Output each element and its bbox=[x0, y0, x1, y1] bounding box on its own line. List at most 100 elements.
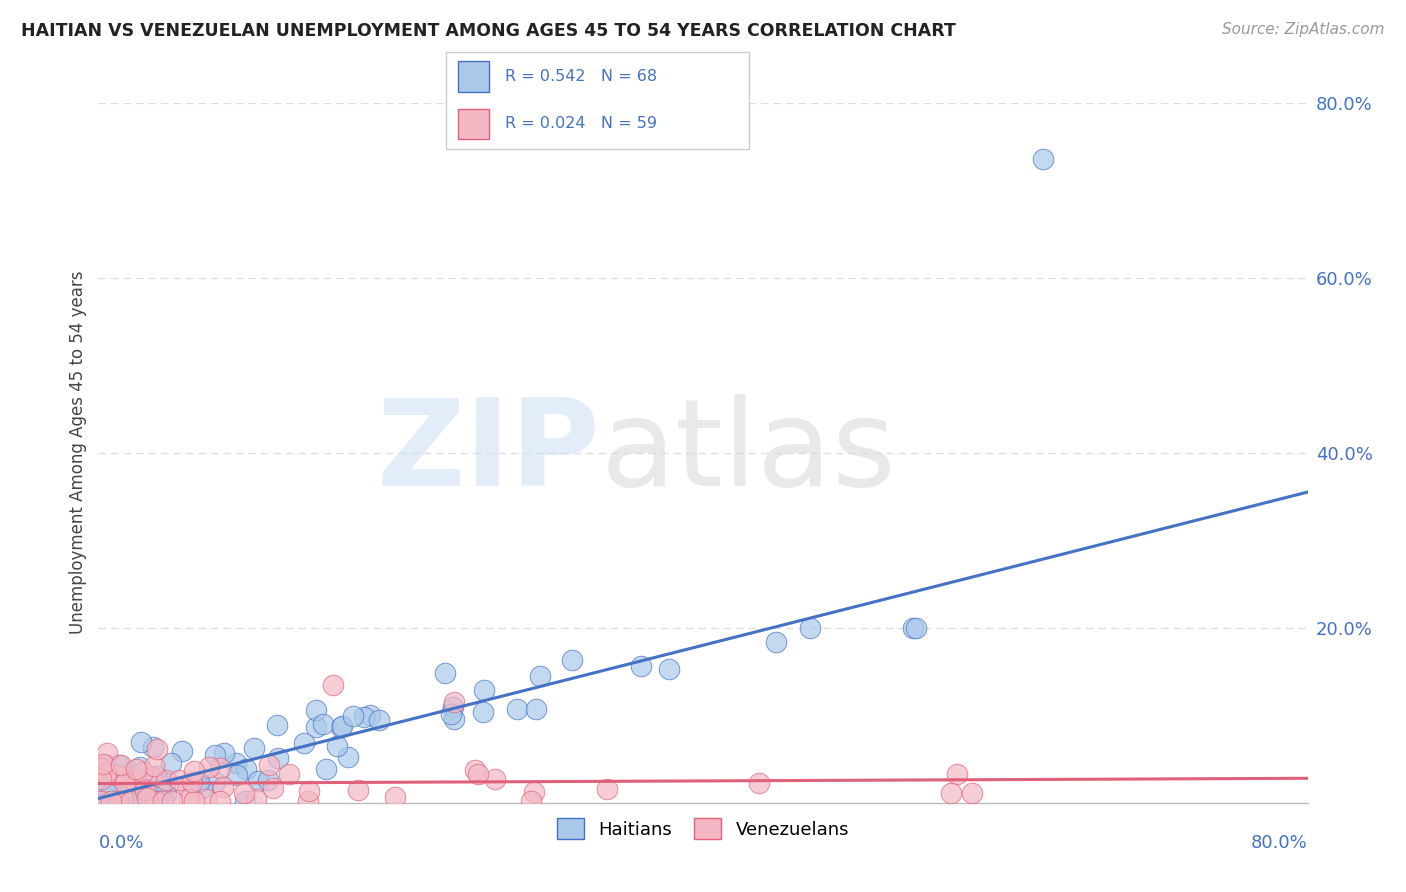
Point bbox=[208, 794, 231, 808]
Point bbox=[520, 794, 543, 808]
Point bbox=[305, 720, 328, 734]
Point bbox=[90, 794, 112, 808]
Point bbox=[312, 717, 335, 731]
Point bbox=[124, 774, 146, 789]
Point bbox=[167, 773, 190, 788]
FancyBboxPatch shape bbox=[446, 52, 749, 149]
Point bbox=[159, 756, 181, 770]
Point bbox=[146, 742, 169, 756]
Text: R = 0.024   N = 59: R = 0.024 N = 59 bbox=[505, 117, 657, 131]
Point bbox=[464, 763, 486, 777]
Point bbox=[506, 702, 529, 716]
Text: HAITIAN VS VENEZUELAN UNEMPLOYMENT AMONG AGES 45 TO 54 YEARS CORRELATION CHART: HAITIAN VS VENEZUELAN UNEMPLOYMENT AMONG… bbox=[21, 22, 956, 40]
Point bbox=[214, 747, 236, 761]
Point bbox=[94, 780, 117, 794]
Point bbox=[315, 762, 337, 776]
Point bbox=[136, 791, 159, 805]
Point bbox=[905, 621, 928, 635]
Point bbox=[139, 783, 162, 797]
Point bbox=[246, 774, 269, 789]
Point bbox=[297, 794, 319, 808]
Point bbox=[443, 695, 465, 709]
Point bbox=[596, 782, 619, 797]
Point bbox=[322, 678, 344, 692]
Point bbox=[146, 794, 169, 808]
Point bbox=[262, 780, 284, 795]
Point bbox=[111, 794, 134, 808]
Point bbox=[330, 719, 353, 733]
Point bbox=[160, 794, 183, 808]
Point bbox=[799, 621, 821, 635]
Point bbox=[157, 775, 180, 789]
Point bbox=[292, 736, 315, 750]
Point bbox=[747, 775, 769, 789]
Point bbox=[212, 780, 235, 795]
Point bbox=[108, 794, 131, 808]
Point bbox=[125, 762, 148, 776]
Point bbox=[149, 783, 172, 797]
Point bbox=[100, 794, 122, 808]
Point bbox=[180, 775, 202, 789]
Point bbox=[368, 713, 391, 727]
Text: ZIP: ZIP bbox=[377, 394, 600, 511]
Point bbox=[225, 756, 247, 770]
Point bbox=[359, 707, 381, 722]
Point bbox=[132, 765, 155, 780]
Point bbox=[155, 787, 177, 801]
Point bbox=[152, 794, 174, 808]
Point bbox=[94, 758, 117, 772]
Text: 0.0%: 0.0% bbox=[98, 834, 143, 853]
Point bbox=[266, 718, 288, 732]
Point bbox=[235, 762, 257, 776]
Point bbox=[342, 708, 364, 723]
Point bbox=[94, 794, 117, 808]
Point bbox=[256, 772, 278, 787]
Legend: Haitians, Venezuelans: Haitians, Venezuelans bbox=[550, 811, 856, 847]
Point bbox=[190, 780, 212, 795]
Point bbox=[472, 682, 495, 697]
Point bbox=[204, 748, 226, 763]
Point bbox=[121, 774, 143, 789]
Text: R = 0.542   N = 68: R = 0.542 N = 68 bbox=[505, 70, 657, 84]
FancyBboxPatch shape bbox=[458, 62, 489, 92]
Point bbox=[183, 764, 205, 779]
Point bbox=[120, 794, 142, 808]
Point bbox=[439, 707, 461, 722]
Point bbox=[198, 760, 221, 774]
Point bbox=[91, 756, 114, 771]
Point bbox=[107, 768, 129, 782]
Point bbox=[134, 782, 156, 797]
Point bbox=[233, 786, 256, 800]
Point bbox=[155, 772, 177, 787]
Point bbox=[467, 767, 489, 781]
Point bbox=[298, 784, 321, 798]
Point bbox=[384, 789, 406, 804]
Point bbox=[194, 792, 217, 806]
Point bbox=[326, 739, 349, 754]
Point bbox=[658, 662, 681, 676]
Point bbox=[523, 785, 546, 799]
Point bbox=[142, 740, 165, 755]
Point bbox=[114, 776, 136, 790]
Point bbox=[204, 775, 226, 789]
Point bbox=[277, 766, 299, 780]
Y-axis label: Unemployment Among Ages 45 to 54 years: Unemployment Among Ages 45 to 54 years bbox=[69, 271, 87, 634]
Point bbox=[170, 744, 193, 758]
Point bbox=[208, 761, 231, 775]
Text: Source: ZipAtlas.com: Source: ZipAtlas.com bbox=[1222, 22, 1385, 37]
Point bbox=[441, 700, 464, 714]
Point bbox=[433, 666, 456, 681]
FancyBboxPatch shape bbox=[458, 109, 489, 139]
Point bbox=[225, 768, 247, 782]
Point bbox=[118, 764, 141, 779]
Point bbox=[330, 720, 353, 734]
Point bbox=[257, 758, 280, 772]
Point bbox=[131, 794, 153, 808]
Point bbox=[529, 669, 551, 683]
Point bbox=[347, 782, 370, 797]
Point bbox=[115, 794, 138, 808]
Point bbox=[960, 786, 983, 800]
Point bbox=[443, 712, 465, 726]
Point bbox=[233, 794, 256, 808]
Point bbox=[128, 759, 150, 773]
